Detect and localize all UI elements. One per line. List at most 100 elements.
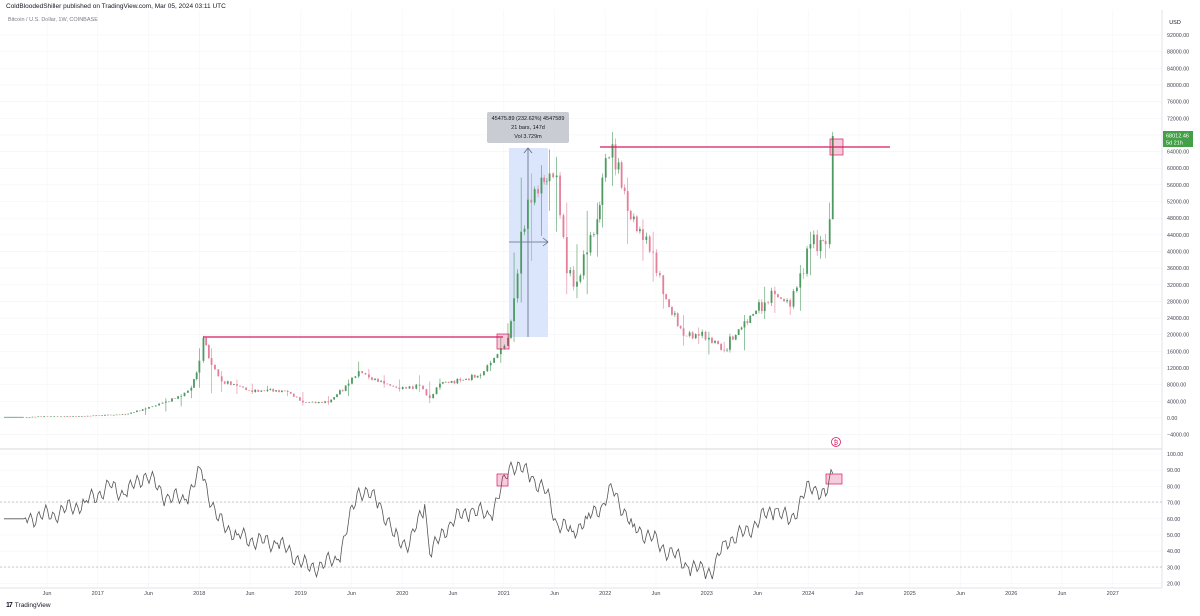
candle-body	[483, 371, 485, 376]
candle-body	[257, 389, 260, 392]
candle-body	[503, 345, 506, 349]
candle-body	[816, 234, 819, 252]
bar-countdown: 5d 21h	[1166, 141, 1183, 147]
candle-body	[456, 378, 459, 384]
event-marker[interactable]: ₿	[831, 437, 841, 447]
price-axis[interactable]: 92000.00 88000.00 84000.00 80000.00 76000.00…	[1167, 33, 1189, 439]
candle-body	[330, 399, 333, 403]
candle-body	[405, 387, 408, 389]
candle-body	[537, 189, 539, 194]
tradingview-footer[interactable]: 17 TradingView	[6, 602, 51, 609]
time-tick-label: 2018	[193, 591, 205, 597]
candle-body	[552, 173, 555, 178]
rsi-tick-label: 50.00	[1167, 533, 1180, 539]
candle-body	[121, 414, 124, 415]
price-tick-label: 40000.00	[1167, 249, 1189, 255]
candle-body	[207, 345, 210, 359]
time-tick-label: 2020	[396, 591, 408, 597]
candle-body	[806, 248, 808, 274]
measure-info-box[interactable]: 45475.89 (232.62%) 4547589 21 bars, 147d…	[487, 112, 569, 143]
rsi-tick-label: 40.00	[1167, 549, 1180, 555]
candle-body	[746, 321, 749, 324]
candle-body	[499, 348, 502, 355]
candle-body	[802, 273, 805, 274]
candle-body	[389, 384, 392, 386]
candle-body	[43, 416, 45, 417]
candle-body	[263, 390, 266, 392]
time-tick-label: 2027	[1107, 591, 1119, 597]
candle-body	[317, 401, 320, 404]
candle-body	[729, 336, 731, 350]
time-tick-label: 2024	[802, 591, 814, 597]
time-tick-label: Jun	[956, 591, 965, 597]
candle-body	[792, 291, 795, 307]
candle-body	[190, 387, 193, 391]
candle-body	[217, 369, 220, 377]
price-tick-label: 8000.00	[1167, 383, 1186, 389]
candle-body	[819, 240, 822, 252]
measure-up-arrowhead	[523, 147, 533, 154]
time-axis[interactable]: Jun 2017 Jun 2018 Jun 2019 Jun 2020 Jun 2021 Jun 20…	[43, 591, 1119, 597]
candle-body	[623, 187, 626, 192]
candle-body	[161, 402, 164, 404]
candle-body	[422, 385, 424, 390]
candle-body	[620, 162, 623, 188]
time-tick-label: 2026	[1005, 591, 1017, 597]
candle-body	[107, 414, 109, 416]
candle-body	[183, 392, 186, 397]
rsi-box-2020[interactable]	[496, 473, 509, 487]
candle-body	[604, 158, 607, 178]
time-tick-label: Jun	[449, 591, 458, 597]
candle-body	[269, 388, 272, 390]
rsi-axis[interactable]: 100.00 90.00 80.00 70.00 60.00 50.00 40.00 30.0…	[1167, 452, 1183, 588]
candle-body	[809, 244, 812, 249]
candle-body	[697, 334, 700, 336]
tradingview-logo-icon: 17	[6, 602, 13, 609]
candle-body	[151, 406, 154, 408]
price-tick-label: 64000.00	[1167, 150, 1189, 156]
time-tick-label: Jun	[855, 591, 864, 597]
candle-body	[749, 315, 752, 324]
candle-body	[743, 321, 746, 328]
candle-body	[339, 390, 341, 395]
price-tick-label: 36000.00	[1167, 266, 1189, 272]
candle-body	[717, 341, 719, 344]
candle-body	[734, 334, 737, 340]
candle-body	[60, 416, 62, 418]
price-tick-label: 16000.00	[1167, 349, 1189, 355]
candle-body	[25, 417, 28, 418]
time-tick-label: Jun	[652, 591, 661, 597]
candle-body	[260, 390, 263, 392]
time-tick-label: 2021	[498, 591, 510, 597]
candle-body	[668, 299, 670, 308]
candle-body	[324, 401, 327, 403]
breakout-box-2020[interactable]	[496, 333, 510, 350]
candle-body	[112, 414, 115, 416]
candle-body	[576, 281, 578, 287]
price-tick-label: 44000.00	[1167, 233, 1189, 239]
candle-body	[83, 416, 86, 417]
candle-body	[632, 216, 635, 220]
candle-body	[586, 252, 589, 255]
candle-body	[347, 383, 350, 386]
candle-body	[822, 240, 825, 241]
candle-body	[118, 414, 121, 416]
rsi-line[interactable]	[4, 460, 834, 580]
publisher-caption: ColdBloodedShiller published on TradingV…	[6, 3, 226, 10]
candle-body	[679, 325, 682, 329]
candle-body	[380, 380, 382, 382]
candle-body	[540, 177, 543, 194]
rsi-box-2024[interactable]	[825, 473, 843, 485]
price-tick-label: 72000.00	[1167, 116, 1189, 122]
last-price-tag[interactable]: 68012.46 5d 21h	[1163, 131, 1193, 147]
candle-body	[760, 302, 763, 312]
candle-body	[462, 379, 465, 381]
candle-body	[688, 332, 691, 336]
candle-body	[368, 374, 370, 378]
retest-box-2024[interactable]	[829, 138, 844, 156]
candle-body	[130, 412, 132, 414]
rsi-tick-label: 30.00	[1167, 565, 1180, 571]
candle-body	[441, 382, 444, 384]
candle-body	[523, 228, 526, 232]
